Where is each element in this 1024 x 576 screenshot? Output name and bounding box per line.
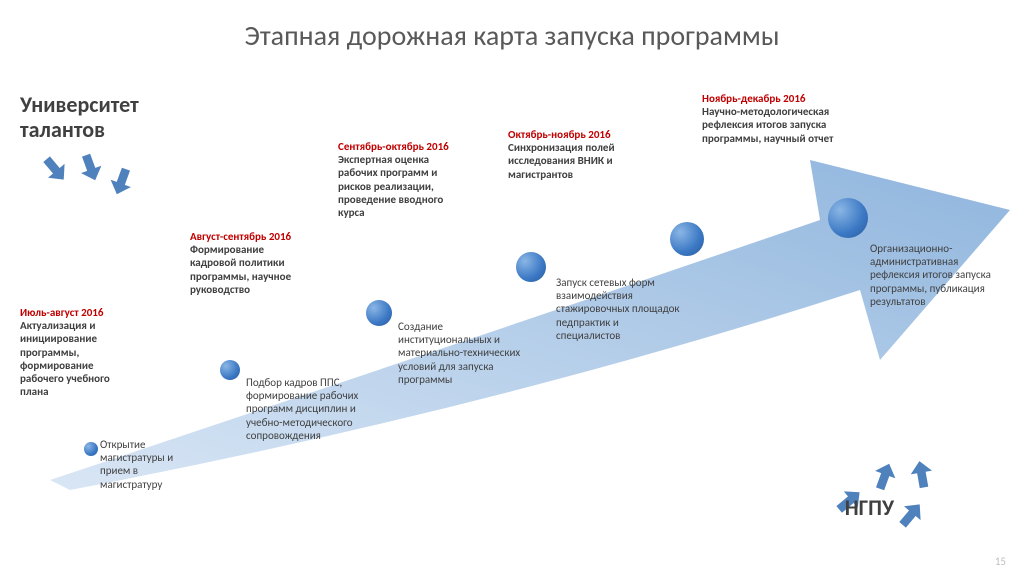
milestone-dot-1 <box>220 360 240 380</box>
milestone-lower-text: Подбор кадров ППС, формирование рабочих … <box>246 376 358 442</box>
milestone-lower-text: Открытие магистратуры и прием в магистра… <box>100 438 173 491</box>
milestone-dot-2 <box>366 300 392 326</box>
org-bottom-label: НГПУ <box>845 494 894 521</box>
milestone-upper-text: Актуализация и инициирование программы, … <box>20 319 110 398</box>
milestone-date: Октябрь-ноябрь 2016 <box>508 128 630 141</box>
milestone-lower-text: Организационно-административная рефлекси… <box>870 242 991 308</box>
milestone-upper-2: Сентябрь-октябрь 2016Экспертная оценка р… <box>338 140 454 219</box>
milestone-dot-5 <box>828 198 868 238</box>
milestone-lower-text: Запуск сетевых форм взаимодействия стажи… <box>556 276 680 342</box>
milestone-date: Ноябрь-декабрь 2016 <box>702 92 838 105</box>
milestone-upper-0: Июль-август 2016Актуализация и иницииров… <box>20 306 130 398</box>
milestone-upper-4: Ноябрь-декабрь 2016Научно-методологическ… <box>702 92 838 145</box>
milestone-lower-4: Организационно-административная рефлекси… <box>870 242 1000 308</box>
milestone-date: Август-сентябрь 2016 <box>190 230 298 243</box>
milestone-date: Сентябрь-октябрь 2016 <box>338 140 454 153</box>
subtitle-line-2: талантов <box>20 116 105 143</box>
milestone-upper-1: Август-сентябрь 2016Формирование кадрово… <box>190 230 298 296</box>
milestone-dot-4 <box>670 222 704 256</box>
milestone-dot-3 <box>516 252 546 282</box>
page-title: Этапная дорожная карта запуска программы <box>0 18 1024 53</box>
milestone-lower-1: Подбор кадров ППС, формирование рабочих … <box>246 376 366 442</box>
org-top-label: Университет талантов <box>20 92 139 143</box>
milestone-dot-0 <box>84 442 98 456</box>
milestone-upper-text: Экспертная оценка рабочих программ и рис… <box>338 153 443 219</box>
milestone-upper-text: Научно-методологическая рефлексия итогов… <box>702 105 833 144</box>
milestone-date: Июль-август 2016 <box>20 306 130 319</box>
milestone-lower-2: Создание институциональных и материально… <box>398 320 528 386</box>
milestone-upper-3: Октябрь-ноябрь 2016Синхронизация полей и… <box>508 128 630 181</box>
milestone-lower-0: Открытие магистратуры и прием в магистра… <box>100 438 190 491</box>
subtitle-line-1: Университет <box>20 91 139 118</box>
page-number: 15 <box>995 555 1006 568</box>
milestone-upper-text: Синхронизация полей исследования ВНИК и … <box>508 141 615 180</box>
milestone-lower-text: Создание институциональных и материально… <box>398 320 520 386</box>
milestone-lower-3: Запуск сетевых форм взаимодействия стажи… <box>556 276 684 342</box>
milestone-upper-text: Формирование кадровой политики программы… <box>190 243 291 296</box>
